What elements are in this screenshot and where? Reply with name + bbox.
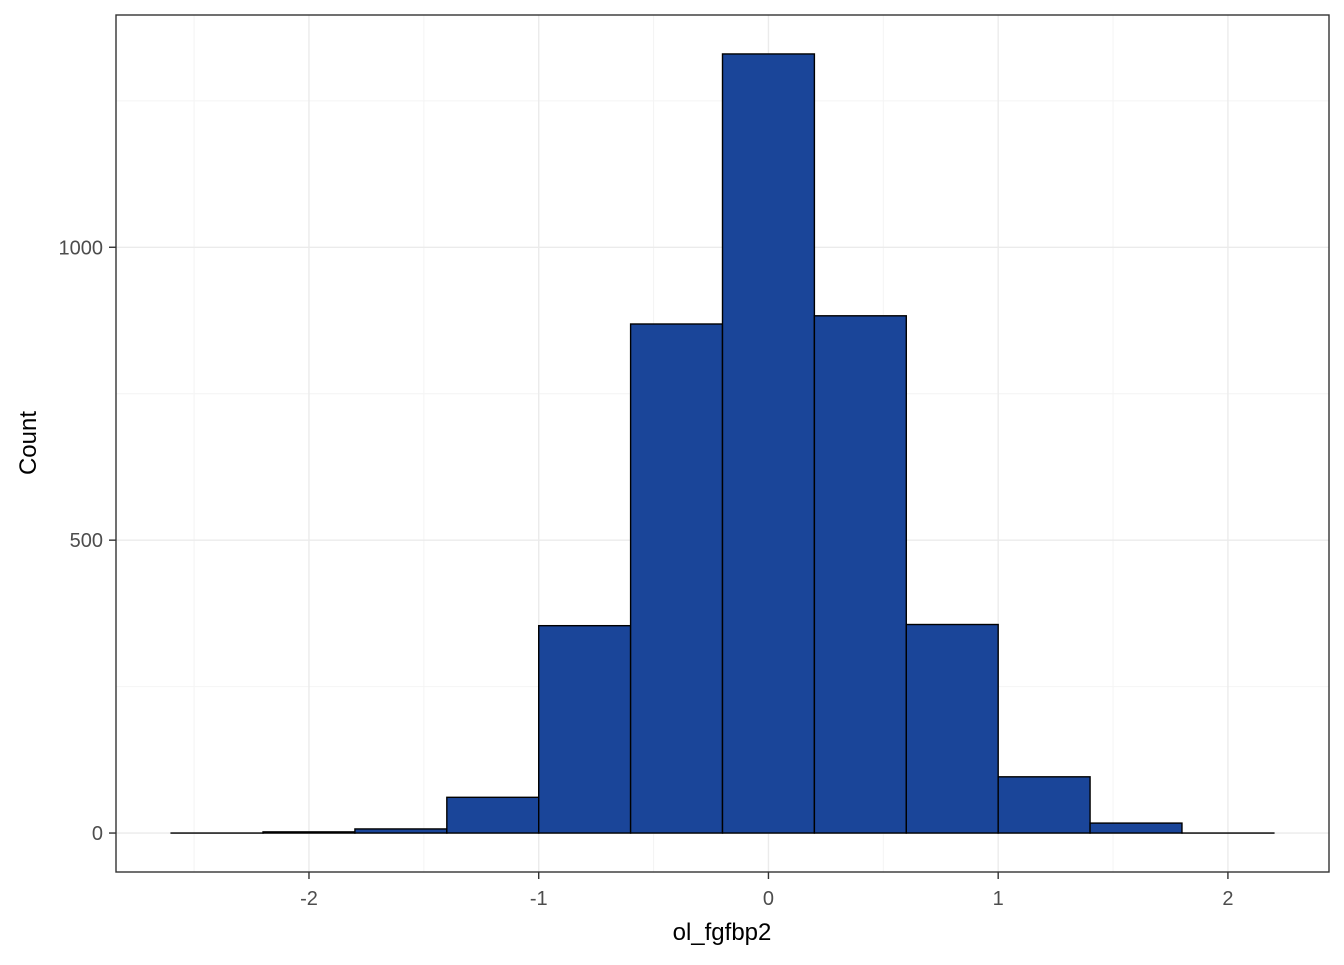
x-tick-label: -2 (300, 888, 318, 910)
bars-layer (171, 54, 1274, 833)
x-axis-title: ol_fgfbp2 (673, 919, 772, 946)
histogram-bar (447, 797, 539, 833)
histogram-bar (263, 832, 355, 833)
histogram-bar (723, 54, 815, 833)
histogram-bar (355, 829, 447, 833)
y-tick-label: 1000 (59, 237, 104, 259)
histogram-bar (1090, 823, 1182, 833)
histogram-bar (539, 626, 631, 833)
x-tick-label: 0 (763, 888, 774, 910)
x-tick-label: 1 (993, 888, 1004, 910)
x-tick-label: 2 (1222, 888, 1233, 910)
histogram-bar (998, 777, 1090, 833)
histogram-bar (631, 324, 723, 833)
y-axis-title: Count (15, 411, 42, 475)
histogram-bar (814, 316, 906, 833)
histogram-bar (906, 625, 998, 834)
y-tick-label: 0 (92, 823, 103, 845)
x-tick-label: -1 (530, 888, 548, 910)
y-tick-label: 500 (70, 530, 103, 552)
